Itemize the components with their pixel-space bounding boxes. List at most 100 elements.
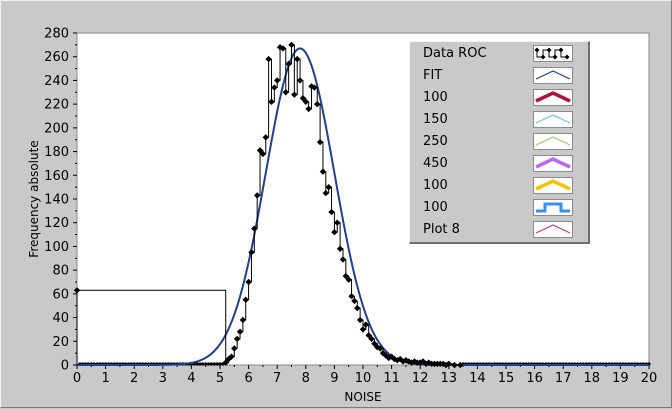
- swatch-marker: [540, 54, 546, 60]
- data-point: [228, 353, 235, 360]
- swatch-line: [536, 49, 567, 58]
- data-point: [314, 100, 321, 108]
- y-tick-label: 80: [52, 264, 69, 279]
- data-point: [302, 98, 309, 105]
- y-tick-label: 40: [52, 311, 69, 326]
- data-point: [362, 321, 370, 328]
- y-tick-label: 180: [44, 145, 69, 160]
- legend-label: 100: [423, 90, 448, 105]
- data-point: [325, 183, 332, 191]
- data-point: [279, 45, 287, 52]
- data-point: [291, 91, 298, 98]
- data-point: [305, 105, 312, 113]
- data-point: [288, 41, 295, 49]
- data-point: [368, 335, 375, 343]
- swatch-line: [535, 114, 571, 124]
- legend-item-450[interactable]: 450: [410, 153, 588, 175]
- data-point: [248, 249, 255, 256]
- data-point: [282, 89, 289, 96]
- data-point-zero: [201, 362, 205, 366]
- data-point: [311, 84, 318, 91]
- y-tick-label: 20: [52, 335, 69, 350]
- legend-item-150[interactable]: 150: [410, 109, 588, 131]
- legend-swatch[interactable]: [533, 89, 573, 106]
- legend-swatch[interactable]: [533, 45, 573, 62]
- x-tick-label: 2: [130, 371, 138, 386]
- swatch-line: [535, 157, 571, 169]
- legend-item-250[interactable]: 250: [410, 131, 588, 153]
- legend-item-100-yellow[interactable]: 100: [410, 175, 588, 197]
- x-tick-label: 20: [641, 371, 658, 386]
- data-point: [445, 360, 452, 368]
- legend-swatch[interactable]: [533, 133, 573, 150]
- x-tick-label: 17: [555, 371, 572, 386]
- data-point-zero: [206, 362, 211, 366]
- data-point: [222, 359, 229, 366]
- data-point: [342, 272, 350, 280]
- swatch-marker: [534, 47, 540, 53]
- data-point: [231, 345, 238, 352]
- x-tick-label: 10: [355, 371, 372, 386]
- data-point: [271, 84, 278, 91]
- data-point-zero: [218, 362, 222, 366]
- legend-swatch[interactable]: [533, 199, 573, 216]
- legend-swatch[interactable]: [533, 111, 573, 128]
- x-tick-label: 6: [244, 371, 252, 386]
- data-point: [336, 245, 344, 252]
- swatch-marker: [558, 47, 564, 53]
- data-point: [334, 219, 341, 226]
- legend-label: 100: [423, 178, 448, 193]
- data-point: [265, 55, 272, 63]
- data-point: [242, 296, 249, 303]
- data-point: [296, 77, 304, 84]
- data-point: [253, 192, 261, 199]
- legend-label: FIT: [423, 68, 443, 83]
- data-point: [348, 293, 355, 300]
- data-point: [376, 345, 384, 352]
- x-tick-label: 7: [273, 371, 281, 386]
- data-point: [285, 60, 292, 68]
- data-point-zero: [195, 362, 199, 366]
- swatch-marker: [564, 54, 570, 60]
- legend-swatch[interactable]: [533, 221, 573, 238]
- data-point: [299, 95, 307, 102]
- data-point: [308, 83, 315, 90]
- data-point-zero: [212, 362, 216, 366]
- data-point: [319, 168, 327, 175]
- legend-item-fit[interactable]: FIT: [410, 65, 588, 87]
- data-point-zero: [209, 362, 214, 366]
- y-tick-label: 220: [44, 98, 69, 113]
- data-point: [322, 189, 330, 197]
- y-tick-label: 120: [44, 216, 69, 231]
- plot-legend[interactable]: Data ROC FIT 100 150 250 450 100 100: [409, 41, 590, 244]
- data-point: [245, 278, 252, 286]
- x-tick-label: 4: [187, 371, 195, 386]
- legend-label: 100: [423, 200, 448, 215]
- data-point: [328, 208, 335, 216]
- data-point: [251, 225, 258, 232]
- x-tick-label: 19: [612, 371, 629, 386]
- legend-item-100[interactable]: 100: [410, 87, 588, 109]
- legend-label: 450: [423, 156, 448, 171]
- legend-item-data-roc[interactable]: Data ROC: [410, 43, 588, 65]
- legend-swatch[interactable]: [533, 177, 573, 194]
- y-tick-label: 200: [44, 121, 69, 136]
- x-tick-label: 16: [526, 371, 543, 386]
- y-axis: 0 20 40 60 80 100 120 140 160 180 200 220 240 260 280: [44, 27, 77, 374]
- legend-item-100-blue[interactable]: 100: [410, 197, 588, 219]
- legend-label: Data ROC: [423, 46, 487, 61]
- data-point: [239, 316, 247, 324]
- y-tick-label: 160: [44, 169, 69, 184]
- series-fit-line: [77, 47, 649, 366]
- data-point: [457, 361, 464, 369]
- swatch-line: [535, 136, 571, 146]
- legend-swatch[interactable]: [533, 155, 573, 172]
- y-tick-label: 0: [61, 359, 69, 374]
- swatch-line: [535, 91, 571, 103]
- data-point: [371, 340, 378, 347]
- y-tick-label: 140: [44, 193, 69, 208]
- legend-item-plot-8[interactable]: Plot 8: [410, 219, 588, 241]
- legend-swatch[interactable]: [533, 67, 573, 84]
- legend-label: 150: [423, 112, 448, 127]
